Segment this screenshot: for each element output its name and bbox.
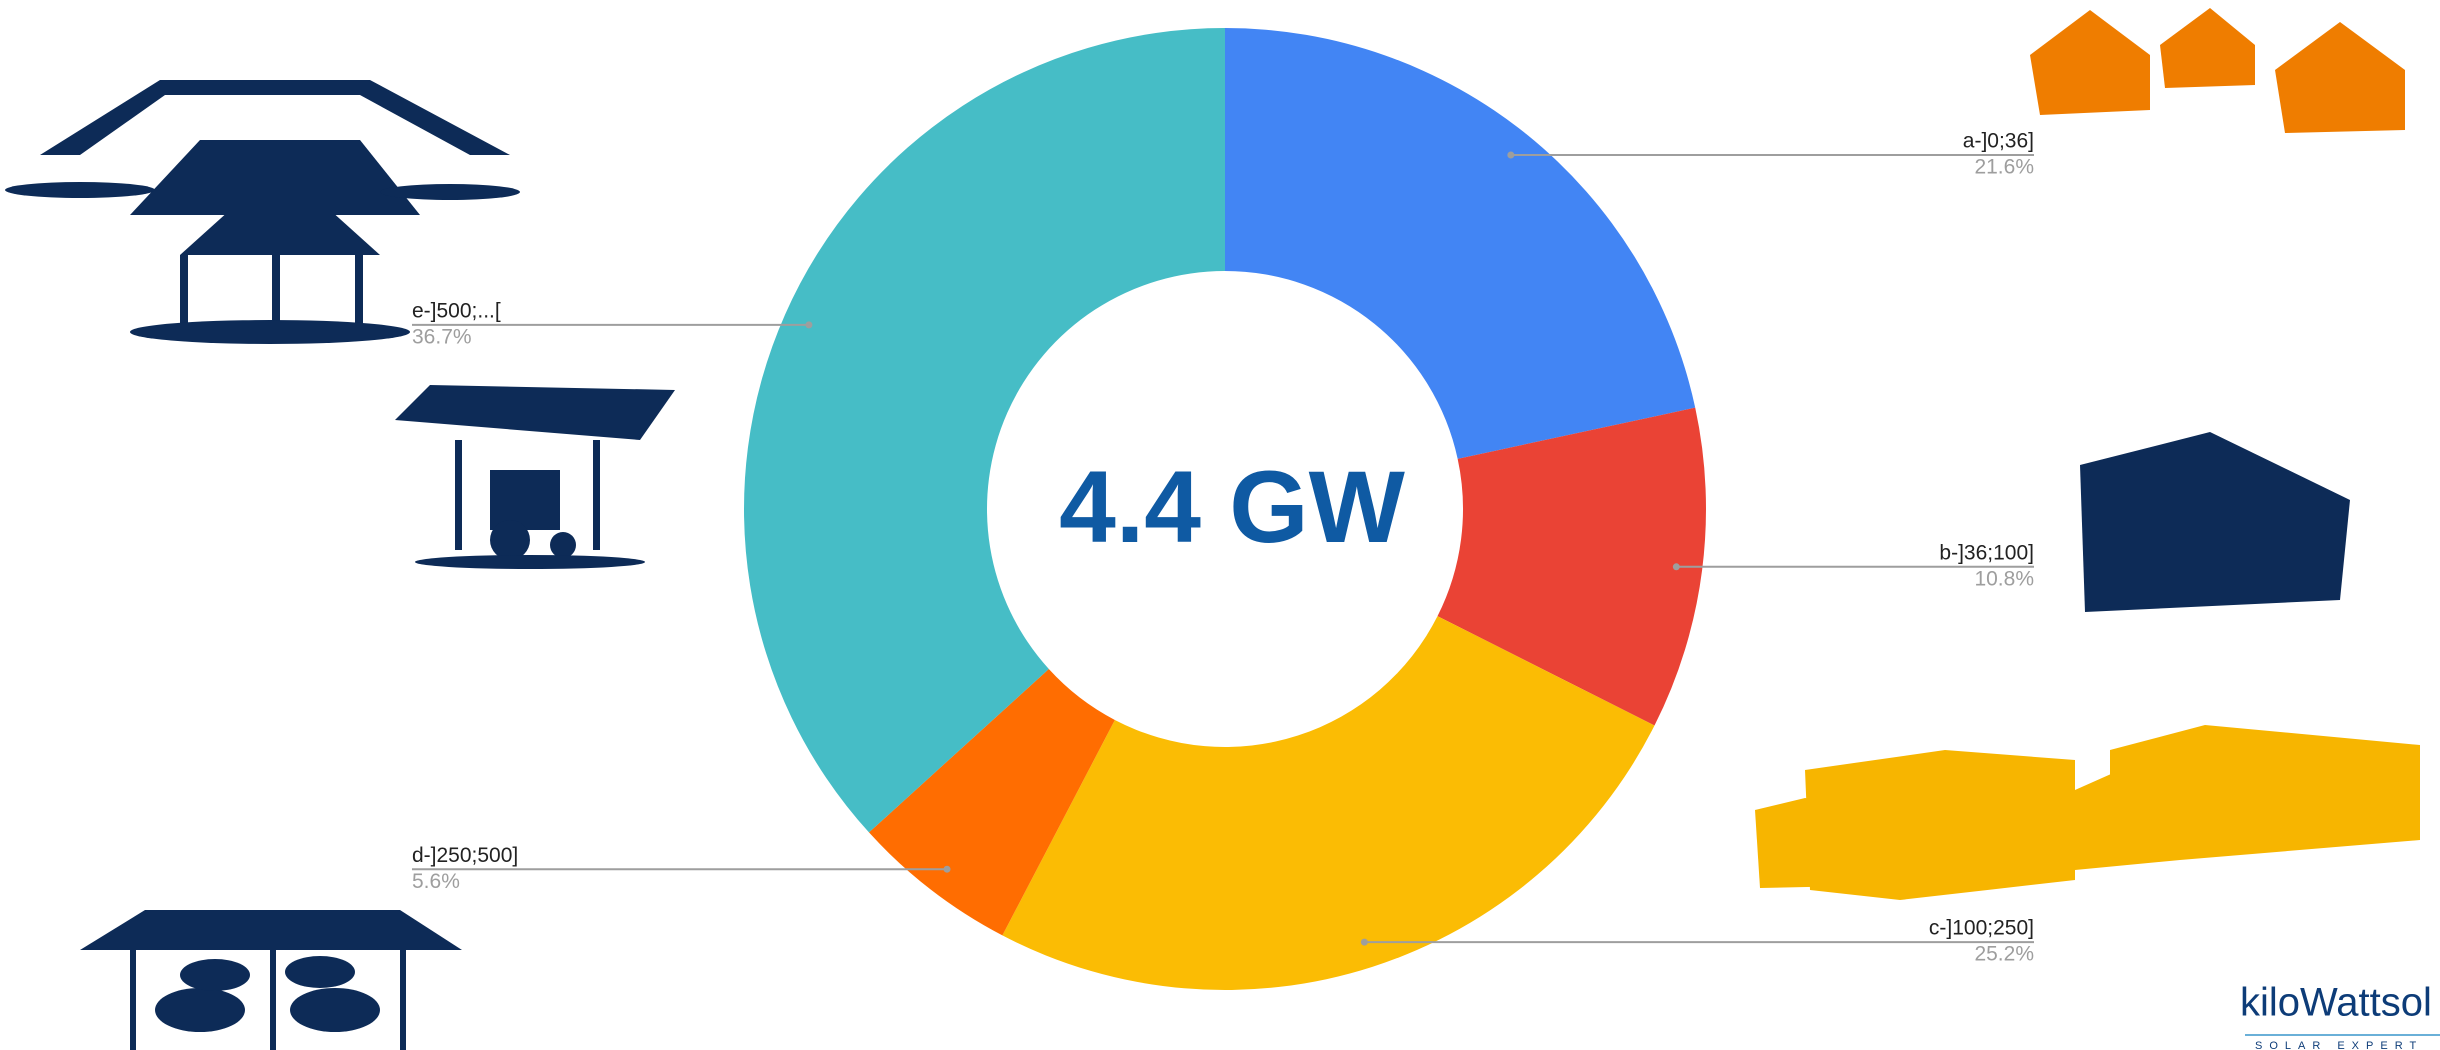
icon-industrial (1755, 725, 2420, 900)
icon-houses (2030, 8, 2405, 133)
slice-name: e-]500;...[ (412, 299, 501, 322)
center-label: 4.4 GW (1059, 450, 1405, 564)
logo-name: kiloWattsol (2240, 981, 2432, 1025)
leader-dot (1673, 563, 1680, 570)
logo-tagline: SOLAR EXPERT (2255, 1040, 2423, 1050)
leader-dot (805, 321, 812, 328)
slice-value-label: 36.7% (412, 325, 472, 348)
slice-value-label: 10.8% (1974, 567, 2034, 590)
icon-building (2080, 432, 2350, 612)
slice-value-label: 25.2% (1974, 943, 2034, 966)
icon-agrivoltaic (395, 385, 675, 569)
slice-name: a-]0;36] (1963, 130, 2034, 153)
leader-dot (1361, 939, 1368, 946)
slice-name: d-]250;500] (412, 844, 518, 867)
donut-slice (744, 28, 1225, 832)
leader-dot (944, 866, 951, 873)
logo: kiloWattsol SOLAR EXPERT (2240, 981, 2440, 1050)
slice-name: b-]36;100] (1939, 541, 2034, 564)
donut-slice (1225, 28, 1695, 459)
leader-dot (1507, 151, 1514, 158)
icon-carport (80, 910, 462, 1050)
slice-name: c-]100;250] (1929, 917, 2034, 940)
slice-value-label: 5.6% (412, 870, 460, 893)
slice-value-label: 21.6% (1974, 156, 2034, 179)
chart: kiloWattsol SOLAR EXPERT 4.4 GW a-]0;36]… (0, 0, 2440, 1050)
